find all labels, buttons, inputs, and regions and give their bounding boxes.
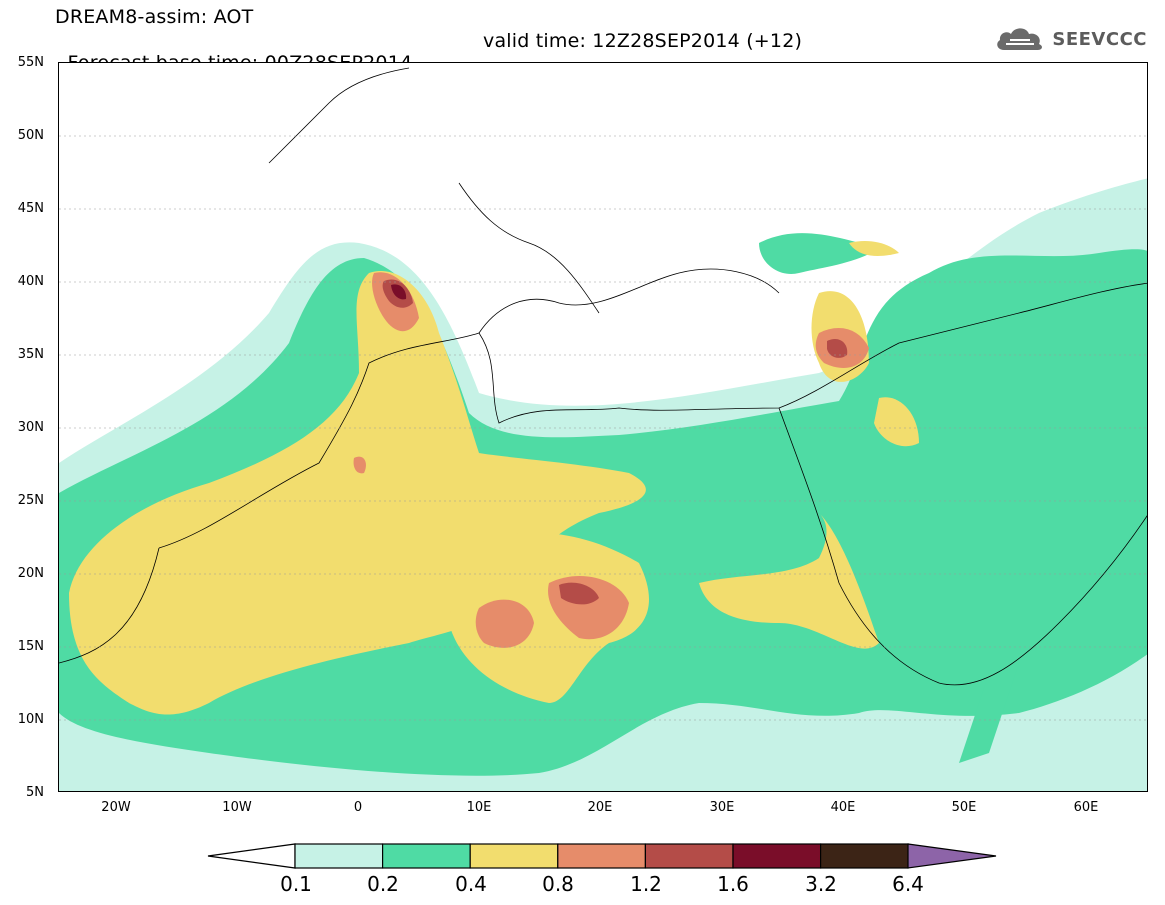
colorbar-box (469, 843, 559, 869)
lat-tick-25n: 25N (17, 493, 44, 508)
lat-tick-45n: 45N (17, 201, 44, 216)
lon-tick-60e: 60E (1073, 800, 1099, 815)
colorbar-label: 6.4 (892, 872, 924, 896)
map-title: DREAM8-assim: AOT (55, 6, 254, 28)
lon-tick-10w: 10W (222, 800, 252, 815)
lat-tick-5n: 5N (26, 785, 44, 800)
seevccc-logo: SEEVCCC (994, 22, 1147, 56)
colorbar-high-arrow (907, 843, 997, 869)
colorbar-label: 0.1 (280, 872, 312, 896)
colorbar-label: 1.6 (717, 872, 749, 896)
lat-tick-30n: 30N (17, 420, 44, 435)
lat-tick-40n: 40N (17, 274, 44, 289)
logo-text: SEEVCCC (1052, 28, 1147, 50)
lon-tick-20e: 20E (587, 800, 613, 815)
colorbar-label: 0.4 (455, 872, 487, 896)
colorbar-label: 3.2 (805, 872, 837, 896)
lon-tick-50e: 50E (951, 800, 977, 815)
colorbar-boxes (294, 843, 909, 869)
colorbar-box (732, 843, 822, 869)
colorbar-box (294, 843, 384, 869)
aot-field (59, 67, 1147, 791)
colorbar-label: 0.2 (367, 872, 399, 896)
lat-tick-20n: 20N (17, 566, 44, 581)
coastlines (59, 67, 1147, 686)
colorbar-box (644, 843, 734, 869)
lat-tick-15n: 15N (17, 639, 44, 654)
colorbar-label: 0.8 (542, 872, 574, 896)
lon-tick-40e: 40E (830, 800, 856, 815)
lon-tick-20w: 20W (101, 800, 131, 815)
colorbar-box (819, 843, 909, 869)
cloud-icon (997, 28, 1043, 50)
colorbar-box (382, 843, 471, 869)
colorbar (207, 843, 997, 869)
lat-tick-10n: 10N (17, 712, 44, 727)
aot-map (58, 62, 1148, 792)
lon-tick-30e: 30E (709, 800, 735, 815)
lon-tick-0: 0 (353, 800, 363, 815)
lat-tick-50n: 50N (17, 128, 44, 143)
lat-tick-55n: 55N (17, 55, 44, 70)
colorbar-low-arrow (207, 843, 296, 869)
colorbar-box (557, 843, 646, 869)
valid-time: valid time: 12Z28SEP2014 (+12) (483, 30, 803, 52)
lon-tick-10e: 10E (466, 800, 492, 815)
colorbar-label: 1.2 (630, 872, 662, 896)
lat-tick-35n: 35N (17, 347, 44, 362)
aot-band-1-6 (391, 284, 407, 300)
graticule (59, 135, 1147, 721)
